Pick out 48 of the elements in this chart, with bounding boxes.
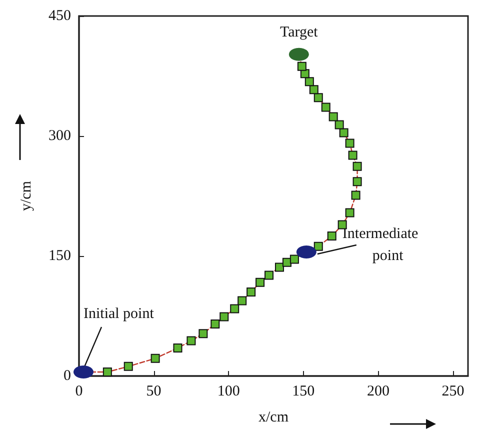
point	[345, 208, 354, 218]
x-tick-label: 100	[217, 384, 240, 400]
point	[246, 288, 256, 296]
x-tick-label: 150	[292, 384, 315, 400]
annotation: Initial point	[83, 306, 155, 322]
point	[238, 296, 247, 306]
x-axis-title: x/cm	[258, 410, 289, 426]
point	[210, 320, 220, 328]
point	[230, 304, 240, 314]
point	[173, 344, 182, 352]
y-tick-label: 300	[48, 128, 71, 144]
point	[290, 254, 299, 264]
point	[198, 329, 208, 338]
point	[334, 120, 344, 130]
point	[314, 242, 323, 251]
point	[348, 150, 358, 160]
point	[352, 162, 362, 171]
point	[282, 258, 292, 267]
y-tick-label: 0	[64, 368, 71, 384]
point	[338, 220, 347, 230]
point	[327, 232, 336, 240]
point	[304, 77, 314, 86]
y-tick-label: 450	[48, 8, 71, 24]
point	[328, 112, 338, 122]
point	[321, 102, 330, 112]
point	[352, 177, 362, 186]
x-tick-label: 200	[366, 384, 390, 400]
y-axis-title: y/cm	[18, 180, 34, 211]
point	[264, 270, 274, 280]
x-tick-label: 50	[146, 384, 162, 400]
x-tick-label: 0	[75, 384, 83, 400]
y-tick-label: 150	[48, 248, 71, 264]
point	[314, 93, 323, 102]
point	[256, 278, 265, 287]
annotation: Intermediate point	[342, 226, 419, 264]
point	[274, 262, 284, 272]
annotation: Target	[280, 24, 319, 40]
point	[351, 190, 360, 200]
point	[186, 336, 196, 346]
point	[220, 312, 229, 322]
point	[297, 62, 306, 71]
point	[150, 354, 160, 363]
point	[339, 128, 348, 138]
point	[102, 368, 112, 376]
point	[124, 362, 133, 371]
x-tick-label: 250	[442, 384, 464, 400]
point	[309, 85, 318, 94]
point	[345, 138, 354, 148]
